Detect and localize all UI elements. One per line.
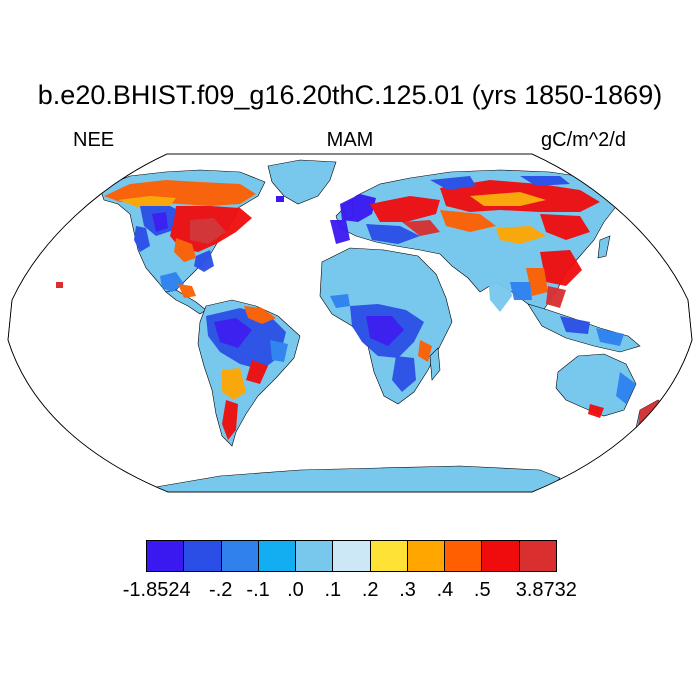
colorbar-tick-label: -.2 [209, 579, 233, 601]
landmass-greenland [267, 159, 337, 205]
colorbar-swatch [258, 541, 297, 571]
colorbar-swatch [184, 541, 222, 571]
colorbar-tick-label: .4 [436, 579, 454, 601]
colorbar-tick-label: .0 [287, 579, 304, 601]
colorbar-swatch [519, 541, 556, 571]
colorbar-swatch [147, 541, 185, 571]
colorbar-swatch [482, 541, 520, 571]
plot-title: b.e20.BHIST.f09_g16.20thC.125.01 (yrs 18… [37, 80, 663, 110]
landmass-japan [597, 235, 611, 259]
hawaii-pixel [56, 282, 63, 288]
colorbar-tick-label: -.1 [246, 579, 270, 601]
colorbar-swatch [445, 541, 483, 571]
colorbar-tick-label: 3.8732 [515, 579, 577, 601]
colorbar [146, 540, 557, 572]
colorbar-tick-label: -1.8524 [122, 579, 191, 601]
colorbar-swatch [221, 541, 259, 571]
colorbar-tick-label: .5 [473, 579, 491, 601]
colorbar-swatch [333, 541, 371, 571]
colorbar-swatch [370, 541, 408, 571]
landmass-antarctica [149, 465, 561, 492]
landmass-australia [555, 353, 637, 417]
colorbar-tick-label: .2 [361, 579, 379, 601]
colorbar-swatch [296, 541, 334, 571]
variable-label: NEE [73, 129, 115, 151]
season-label: MAM [326, 129, 374, 151]
colorbar-tick-label: .3 [399, 579, 416, 601]
greenland-edge-pixel [276, 196, 284, 202]
colorbar-tick-label: .1 [324, 579, 342, 601]
nee-field [104, 176, 666, 440]
units-label: gC/m^2/d [541, 129, 626, 151]
colorbar-swatch [407, 541, 446, 571]
landmass-madagascar [429, 347, 441, 381]
